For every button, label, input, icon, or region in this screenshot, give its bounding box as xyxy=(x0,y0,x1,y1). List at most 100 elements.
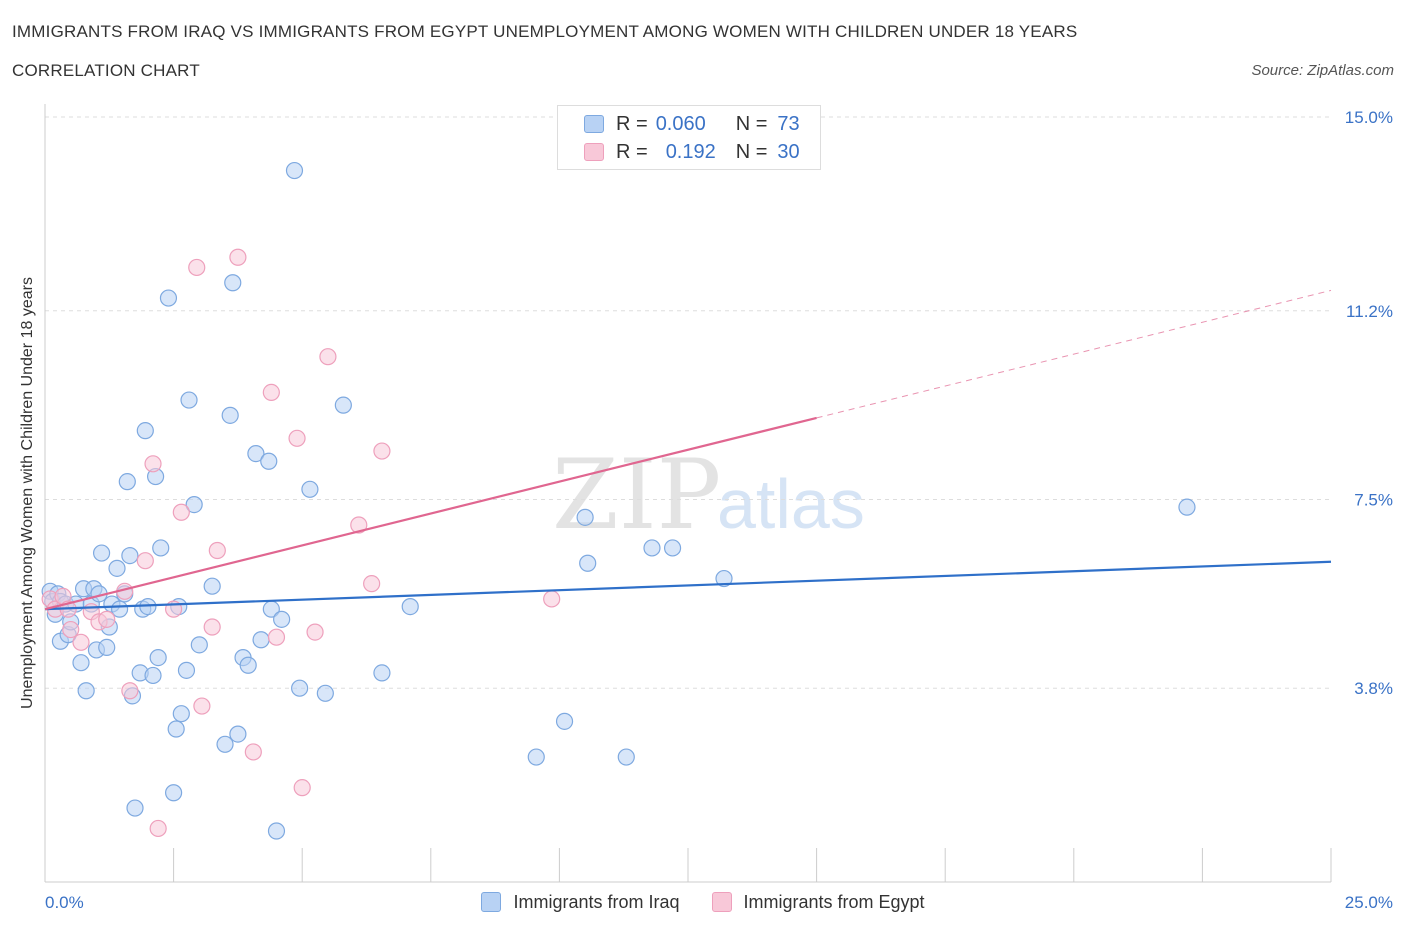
iraq-point xyxy=(715,569,733,588)
egypt-point xyxy=(363,575,381,593)
iraq-point xyxy=(252,631,270,649)
egypt-point xyxy=(373,442,391,460)
egypt-point xyxy=(172,503,190,521)
legend-n-label: N = xyxy=(735,140,768,163)
egypt-point xyxy=(229,248,247,266)
tick-labels: 3.8% 7.5% 11.2% 15.0% 0.0% 25.0% xyxy=(45,108,1393,912)
legend-swatch-iraq xyxy=(584,115,604,133)
iraq-point xyxy=(185,496,203,514)
egypt-point xyxy=(72,633,90,651)
egypt-point xyxy=(144,455,162,473)
legend-label-egypt: Immigrants from Egypt xyxy=(743,891,925,912)
iraq-point xyxy=(285,161,304,180)
legend-r-value: 0.060 xyxy=(655,112,706,135)
iraq-point xyxy=(527,748,545,766)
legend-r-label: R = xyxy=(616,140,648,163)
iraq-point xyxy=(165,784,183,802)
iraq-point xyxy=(180,391,198,409)
egypt-point xyxy=(208,541,226,560)
legend-row-egypt: R = 0.192 N = 30 xyxy=(584,140,800,164)
egypt-point xyxy=(293,779,311,797)
egypt-point xyxy=(319,348,337,366)
axes xyxy=(44,104,1332,883)
legend-item-iraq: Immigrants from Iraq xyxy=(481,890,680,914)
x-tick-label-min: 0.0% xyxy=(45,893,84,912)
y-tick-label: 7.5% xyxy=(1354,491,1393,510)
series-egypt-points xyxy=(41,248,561,838)
iraq-point xyxy=(301,480,319,498)
watermark-atlas: atlas xyxy=(717,465,865,543)
y-tick-label: 15.0% xyxy=(1345,108,1393,127)
iraq-point xyxy=(126,799,144,817)
legend-swatch-egypt xyxy=(711,892,732,912)
egypt-point xyxy=(244,743,262,761)
egypt-point xyxy=(288,429,306,447)
iraq-point xyxy=(260,452,278,470)
iraq-point xyxy=(273,610,291,628)
legend-swatch-iraq xyxy=(481,892,502,912)
iraq-point xyxy=(316,684,334,702)
egypt-point xyxy=(62,620,80,639)
iraq-point xyxy=(177,661,196,679)
egypt-point xyxy=(203,618,221,636)
chart-title: IMMIGRANTS FROM IRAQ VS IMMIGRANTS FROM … xyxy=(12,22,1078,41)
iraq-point xyxy=(108,559,126,577)
egypt-point xyxy=(121,682,139,700)
iraq-point xyxy=(190,636,208,654)
egypt-point xyxy=(306,623,324,641)
iraq-point xyxy=(203,577,221,595)
iraq-point xyxy=(159,289,178,307)
trend-line-egypt-extrapolated xyxy=(816,289,1332,419)
iraq-point xyxy=(216,735,234,753)
iraq-point xyxy=(144,666,162,685)
zipatlas-watermark: ZIP atlas xyxy=(552,439,865,551)
iraq-point xyxy=(643,539,661,557)
source-label: Source: ZipAtlas.com xyxy=(1251,62,1394,79)
legend-row-iraq: R = 0.060 N = 73 xyxy=(584,112,800,136)
y-axis-label: Unemployment Among Women with Children U… xyxy=(19,277,36,709)
iraq-point xyxy=(373,664,391,682)
legend-n-value: 73 xyxy=(777,112,800,135)
iraq-point xyxy=(149,648,167,667)
legend-r-value: 0.192 xyxy=(665,140,716,163)
iraq-point xyxy=(72,654,90,672)
chart-subtitle: CORRELATION CHART xyxy=(12,61,200,80)
y-tick-label: 11.2% xyxy=(1346,302,1393,321)
iraq-point xyxy=(579,554,597,572)
iraq-point xyxy=(247,445,265,463)
egypt-point xyxy=(98,610,116,628)
series-legend: Immigrants from Iraq Immigrants from Egy… xyxy=(0,890,1406,914)
correlation-legend: R = 0.060 N = 73 R = 0.192 N = 30 xyxy=(557,105,821,170)
iraq-point xyxy=(92,544,111,562)
legend-n-value: 30 xyxy=(777,140,800,163)
iraq-point xyxy=(576,508,594,526)
legend-swatch-egypt xyxy=(584,143,604,161)
iraq-point xyxy=(239,656,257,674)
iraq-point xyxy=(617,748,635,766)
iraq-point xyxy=(291,679,309,697)
legend-label-iraq: Immigrants from Iraq xyxy=(513,891,680,912)
egypt-point xyxy=(149,819,167,838)
y-tick-label: 3.8% xyxy=(1354,679,1393,698)
iraq-point xyxy=(1178,498,1196,516)
egypt-point xyxy=(543,590,561,608)
iraq-point xyxy=(172,705,190,723)
iraq-point xyxy=(334,396,352,414)
iraq-point xyxy=(110,600,129,618)
iraq-point xyxy=(118,473,136,491)
trend-line-egypt xyxy=(44,416,817,611)
iraq-point xyxy=(401,597,419,616)
x-tick-label-max: 25.0% xyxy=(1345,893,1393,912)
iraq-point xyxy=(221,406,239,424)
egypt-point xyxy=(267,628,286,646)
iraq-point xyxy=(224,274,242,292)
iraq-point xyxy=(555,712,574,730)
iraq-point xyxy=(121,546,139,565)
iraq-point xyxy=(267,822,286,840)
egypt-point xyxy=(350,516,368,534)
iraq-point xyxy=(152,539,170,557)
legend-r-label: R = xyxy=(616,112,648,135)
egypt-point xyxy=(136,552,154,570)
iraq-point xyxy=(167,720,185,738)
trend-lines xyxy=(44,289,1332,611)
